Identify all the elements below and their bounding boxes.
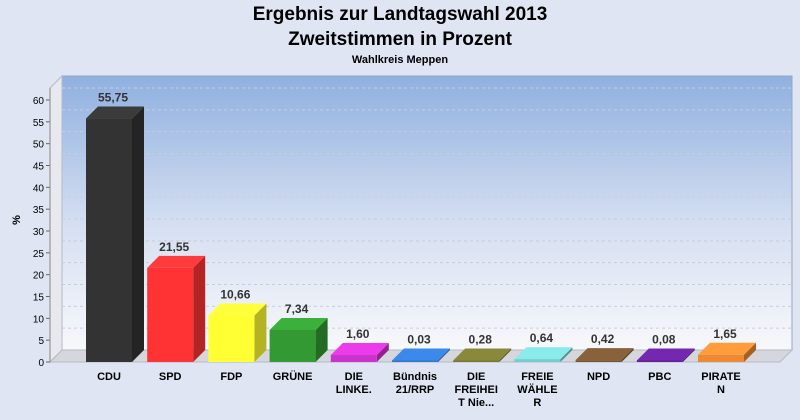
bar-side xyxy=(193,255,206,362)
x-tick-label: DIE LINKE. xyxy=(336,371,372,396)
y-tick-label: 10 xyxy=(33,314,45,325)
y-tick-label: 40 xyxy=(33,183,45,194)
bar-top xyxy=(514,347,573,360)
x-tick-label: DIE FREIHEI T Nie... xyxy=(454,371,497,409)
data-label: 7,34 xyxy=(285,302,309,316)
data-label: 21,55 xyxy=(159,240,189,254)
bar-top xyxy=(636,348,695,361)
y-tick-label: 15 xyxy=(33,293,45,304)
x-tick-label: Bündnis 21/RRP xyxy=(393,371,437,396)
bar xyxy=(575,348,634,362)
data-label: 55,75 xyxy=(98,91,128,105)
y-tick-label: 25 xyxy=(33,249,45,260)
data-label: 0,03 xyxy=(407,333,431,347)
x-tick-label: GRÜNE xyxy=(273,370,313,383)
y-tick-label: 55 xyxy=(33,118,45,129)
bar-side xyxy=(560,347,573,362)
bar-top xyxy=(575,348,634,361)
y-tick-label: 60 xyxy=(33,96,45,107)
bar-side xyxy=(376,343,389,362)
bar-side xyxy=(499,348,512,362)
bar-top xyxy=(330,343,389,356)
bar xyxy=(636,348,695,362)
bar xyxy=(208,303,267,362)
bar-top xyxy=(86,106,144,119)
plot-side-wall xyxy=(49,74,63,364)
y-tick-label: 5 xyxy=(38,336,44,347)
chart-subtitle: Zweitstimmen in Prozent xyxy=(288,29,512,50)
bar-front xyxy=(147,267,194,362)
bar-side xyxy=(438,348,450,362)
bar xyxy=(269,317,328,362)
data-label: 1,65 xyxy=(713,327,737,341)
data-label: 0,08 xyxy=(652,333,676,347)
bar-front xyxy=(575,360,622,362)
bar-front xyxy=(453,360,500,362)
bar xyxy=(514,347,573,362)
x-tick-label: PIRATE N xyxy=(701,371,741,396)
x-tick-label: FDP xyxy=(220,371,242,383)
data-label: 0,42 xyxy=(591,332,615,346)
bar-front xyxy=(330,355,377,362)
bar-top xyxy=(392,348,450,361)
y-tick-label: 30 xyxy=(33,227,45,238)
x-tick-label: PBC xyxy=(648,371,671,383)
bar-side xyxy=(682,348,695,362)
chart-region-label: Wahlkreis Meppen xyxy=(351,54,449,66)
bar-side xyxy=(621,348,634,362)
data-label: 0,64 xyxy=(530,331,554,345)
data-label: 1,60 xyxy=(346,327,370,341)
bar-side xyxy=(254,303,267,362)
bar-front xyxy=(514,359,561,362)
bar xyxy=(453,348,512,362)
bar xyxy=(392,348,450,362)
chart-title: Ergebnis zur Landtagswahl 2013 xyxy=(252,4,548,25)
bar-front xyxy=(698,354,744,362)
bar-top xyxy=(147,255,206,268)
x-tick-label: NPD xyxy=(587,371,610,383)
bar-front xyxy=(208,315,255,362)
x-tick-label: FREIE WÄHLE R xyxy=(517,371,557,409)
bar xyxy=(86,106,144,362)
bar-front xyxy=(392,360,438,362)
y-tick-label: 50 xyxy=(33,140,45,151)
bar-front xyxy=(636,360,683,362)
bar-top xyxy=(453,348,512,361)
bar-front xyxy=(269,329,316,362)
x-tick-label: CDU xyxy=(97,371,121,383)
y-axis-label: % xyxy=(11,215,23,225)
bar-top xyxy=(208,303,267,316)
x-tick-label: SPD xyxy=(159,371,182,383)
y-tick-label: 45 xyxy=(33,162,45,173)
data-label: 10,66 xyxy=(220,287,250,301)
data-label: 0,28 xyxy=(469,333,493,347)
y-tick-label: 35 xyxy=(33,205,45,216)
bar-side xyxy=(132,106,144,362)
y-tick-label: 0 xyxy=(38,358,44,369)
bar-side xyxy=(315,317,328,362)
bar-top xyxy=(269,317,328,330)
bar-side xyxy=(744,342,756,362)
bar-top xyxy=(698,342,756,355)
bar xyxy=(147,255,206,362)
bar-front xyxy=(86,118,132,362)
bar xyxy=(330,343,389,362)
bar xyxy=(698,342,756,362)
y-tick-label: 20 xyxy=(33,271,45,282)
